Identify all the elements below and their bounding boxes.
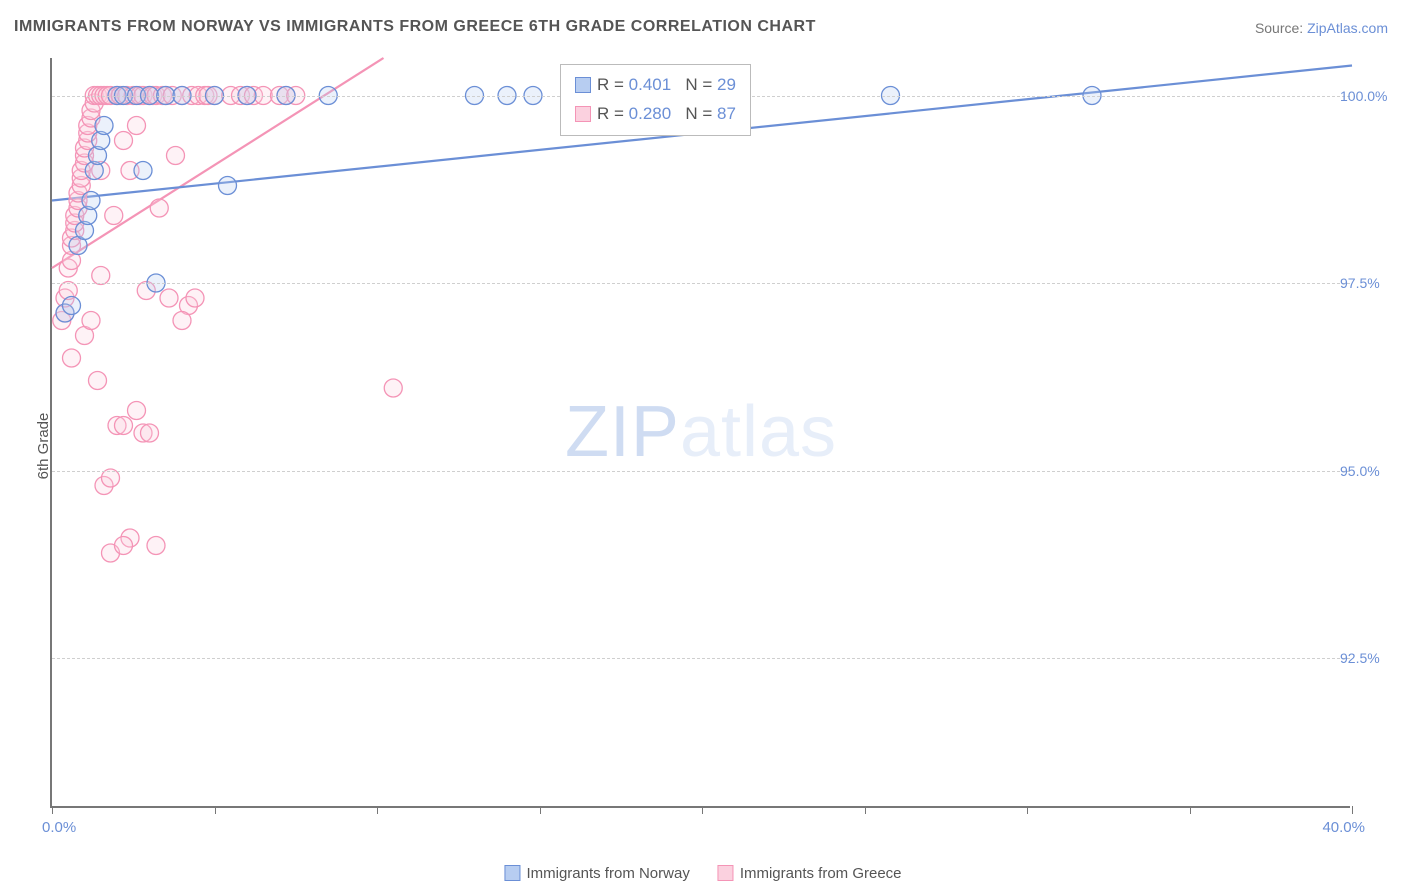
source-link[interactable]: ZipAtlas.com [1307,20,1388,36]
scatter-point-norway [95,117,113,135]
stats-swatch [575,77,591,93]
gridline-h [52,283,1350,284]
stats-legend-box: R = 0.401 N = 29R = 0.280 N = 87 [560,64,751,136]
legend-label: Immigrants from Norway [526,865,689,882]
x-tick [215,806,216,814]
legend-swatch [718,865,734,881]
source-prefix: Source: [1255,20,1307,36]
y-tick-label: 92.5% [1340,650,1400,666]
x-tick [1190,806,1191,814]
x-tick [1352,806,1353,814]
x-tick [377,806,378,814]
scatter-point-greece [115,417,133,435]
scatter-point-greece [105,207,123,225]
scatter-point-greece [150,199,168,217]
chart-title: IMMIGRANTS FROM NORWAY VS IMMIGRANTS FRO… [14,18,816,36]
scatter-point-greece [147,537,165,555]
source-attribution: Source: ZipAtlas.com [1255,20,1388,36]
gridline-h [52,471,1350,472]
stats-n-value: 87 [717,104,736,123]
scatter-point-norway [219,177,237,195]
scatter-point-greece [63,349,81,367]
legend-item: Immigrants from Greece [718,865,902,882]
stats-row-norway: R = 0.401 N = 29 [575,71,736,100]
scatter-point-greece [128,117,146,135]
scatter-point-greece [141,424,159,442]
scatter-point-greece [92,267,110,285]
stats-swatch [575,106,591,122]
stats-row-greece: R = 0.280 N = 87 [575,100,736,129]
x-tick [1027,806,1028,814]
scatter-point-norway [82,192,100,210]
scatter-point-greece [160,289,178,307]
x-axis-min-label: 0.0% [42,819,76,836]
stats-n-value: 29 [717,75,736,94]
scatter-point-greece [167,147,185,165]
legend-label: Immigrants from Greece [740,865,902,882]
scatter-point-norway [63,297,81,315]
scatter-point-greece [102,469,120,487]
gridline-h [52,658,1350,659]
stats-r-value: 0.401 [629,75,672,94]
x-axis-max-label: 40.0% [1322,819,1365,836]
stats-r-value: 0.280 [629,104,672,123]
x-tick [865,806,866,814]
scatter-point-greece [115,537,133,555]
legend-swatch [504,865,520,881]
plot-area: ZIPatlas 0.0% 40.0% 92.5%95.0%97.5%100.0… [50,58,1350,808]
x-tick [52,806,53,814]
y-tick-label: 95.0% [1340,463,1400,479]
scatter-point-norway [134,162,152,180]
y-tick-label: 100.0% [1340,88,1400,104]
scatter-point-greece [128,402,146,420]
scatter-point-greece [173,312,191,330]
chart-svg [52,58,1350,806]
x-tick [540,806,541,814]
scatter-point-greece [186,289,204,307]
scatter-point-greece [384,379,402,397]
y-tick-label: 97.5% [1340,275,1400,291]
scatter-point-greece [82,312,100,330]
x-tick [702,806,703,814]
legend-bottom: Immigrants from Norway Immigrants from Gr… [504,865,901,882]
scatter-point-greece [89,372,107,390]
legend-item: Immigrants from Norway [504,865,689,882]
scatter-point-greece [115,132,133,150]
